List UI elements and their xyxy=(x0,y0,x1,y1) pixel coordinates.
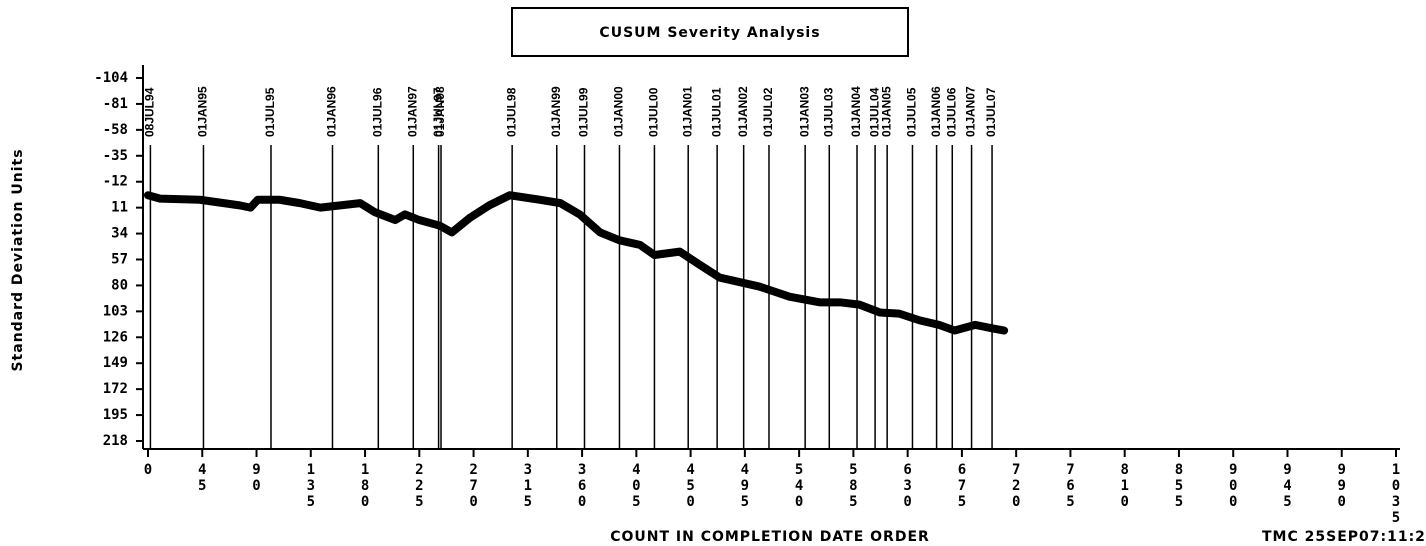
cusum-line xyxy=(144,191,1009,335)
y-tick-label: 103 xyxy=(103,303,128,319)
y-tick-label: 126 xyxy=(103,329,128,345)
reference-label: 01JUL00 xyxy=(647,87,661,137)
y-tick-label: -12 xyxy=(103,174,128,190)
y-tick-label: -104 xyxy=(94,70,128,86)
x-axis-label: COUNT IN COMPLETION DATE ORDER xyxy=(610,529,930,545)
y-tick-label: -81 xyxy=(103,96,128,112)
x-tick-label: 0 xyxy=(144,462,152,478)
y-tick-label: 57 xyxy=(111,252,128,268)
y-tick-label: 195 xyxy=(103,407,128,423)
reference-label: 01JUL03 xyxy=(821,87,835,137)
y-tick-label: -35 xyxy=(103,148,128,164)
y-axis-label: Standard Deviation Units xyxy=(10,148,26,371)
reference-label: 01JUL96 xyxy=(370,87,384,137)
reference-label: 01JAN02 xyxy=(736,86,750,137)
reference-label: 01JUL99 xyxy=(577,87,591,137)
chart-title: CUSUM Severity Analysis xyxy=(599,25,820,41)
reference-label: 01JUL95 xyxy=(263,87,277,137)
reference-label: 01JAN95 xyxy=(196,86,210,137)
y-tick-label: 218 xyxy=(103,433,128,449)
reference-label: 01JAN97 xyxy=(405,86,419,137)
reference-label: 01JAN07 xyxy=(964,86,978,137)
y-tick-label: 11 xyxy=(111,200,128,216)
reference-label: 01JAN04 xyxy=(849,86,863,137)
reference-label: 01JUL98 xyxy=(504,87,518,137)
footnote: TMC 25SEP07:11:2 xyxy=(1262,529,1426,545)
reference-label: 01JUL07 xyxy=(984,87,998,137)
reference-label: 01JAN96 xyxy=(325,86,339,137)
reference-label: 01JAN98 xyxy=(433,86,447,137)
reference-label: 08JUL94 xyxy=(143,87,157,137)
reference-label: 01JAN01 xyxy=(680,86,694,137)
y-tick-label: 149 xyxy=(103,355,128,371)
y-tick-label: 80 xyxy=(111,277,128,293)
reference-label: 01JAN05 xyxy=(879,86,893,137)
reference-label: 01JUL06 xyxy=(944,87,958,137)
y-tick-label: -58 xyxy=(103,122,128,138)
reference-label: 01JUL04 xyxy=(867,87,881,137)
y-tick-label: 34 xyxy=(111,226,128,242)
reference-label: 01JUL05 xyxy=(905,87,919,137)
title-box xyxy=(511,7,909,57)
reference-label: 01JAN06 xyxy=(929,86,943,137)
reference-label: 01JAN00 xyxy=(612,86,626,137)
reference-label: 01JAN99 xyxy=(549,86,563,137)
reference-label: 01JAN03 xyxy=(797,86,811,137)
reference-label: 01JUL01 xyxy=(709,87,723,137)
reference-label: 01JUL02 xyxy=(761,87,775,137)
y-tick-label: 172 xyxy=(103,381,128,397)
reference-label: 01JUL97 xyxy=(431,87,445,137)
